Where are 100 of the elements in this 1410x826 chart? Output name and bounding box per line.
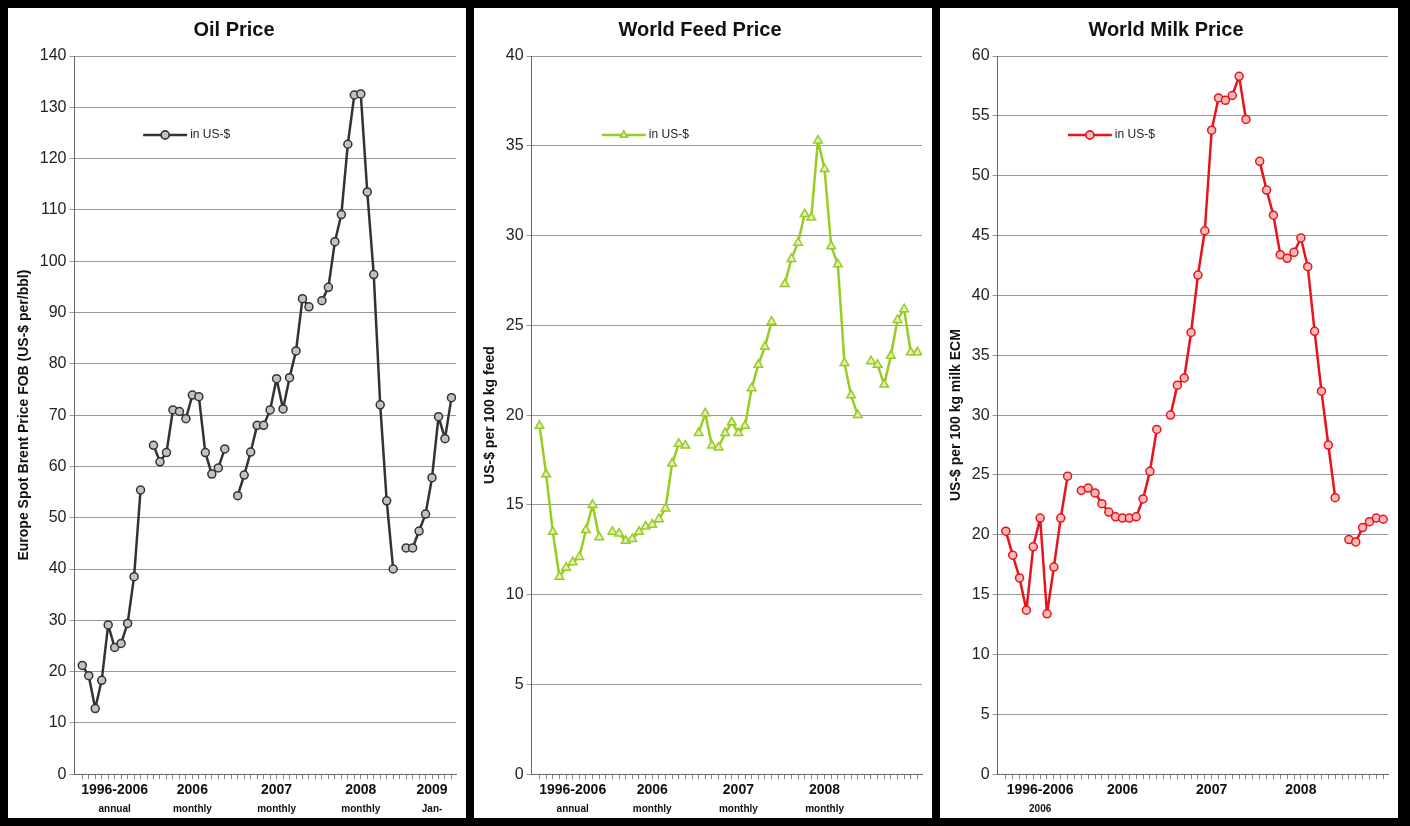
point xyxy=(1220,95,1231,106)
point xyxy=(799,208,810,218)
x-tick-label: 2006 xyxy=(636,781,669,798)
point xyxy=(427,472,437,483)
point xyxy=(547,526,558,536)
y-tick-label: 80 xyxy=(48,354,67,372)
point xyxy=(614,527,625,537)
y-tick-label: 35 xyxy=(505,136,524,154)
legend-label: in US-$ xyxy=(648,127,690,142)
point xyxy=(265,405,275,415)
point xyxy=(574,551,585,561)
x-tick-label: 2007 xyxy=(261,781,293,798)
point xyxy=(1042,609,1052,619)
point xyxy=(317,295,327,306)
point xyxy=(1083,483,1093,493)
point xyxy=(1254,156,1265,167)
point xyxy=(1316,386,1327,396)
point xyxy=(554,570,565,580)
x-tick-label: 1996-2006 xyxy=(81,781,149,798)
point xyxy=(1138,494,1148,504)
x-tick-label: 2008 xyxy=(808,781,841,798)
point xyxy=(1302,261,1313,272)
point xyxy=(258,420,269,431)
point xyxy=(1179,373,1189,383)
text: monthly xyxy=(718,802,759,814)
point xyxy=(766,315,777,325)
y-tick-label: 40 xyxy=(505,46,524,64)
point xyxy=(1062,471,1073,481)
point xyxy=(297,293,308,304)
point xyxy=(832,258,843,268)
x-tick-label: 1996-2006 xyxy=(1006,781,1074,798)
point xyxy=(660,502,671,512)
point xyxy=(213,463,224,473)
point xyxy=(181,413,191,424)
point xyxy=(1131,512,1141,522)
point xyxy=(885,350,896,360)
point xyxy=(733,427,744,437)
y-tick-label: 0 xyxy=(514,764,524,782)
point xyxy=(1323,440,1334,450)
point xyxy=(109,642,120,653)
point xyxy=(433,411,444,422)
point xyxy=(1309,326,1320,337)
y-tick-label: 45 xyxy=(971,225,990,243)
point xyxy=(278,404,288,414)
point xyxy=(1007,550,1018,560)
point xyxy=(912,346,922,356)
point xyxy=(174,406,185,417)
point xyxy=(77,660,88,671)
point xyxy=(1296,233,1306,243)
y-tick-label: 50 xyxy=(48,508,67,526)
point xyxy=(1330,492,1340,503)
point xyxy=(330,236,340,247)
point xyxy=(1193,270,1203,280)
y-tick-label: 140 xyxy=(39,46,67,64)
point xyxy=(362,187,373,197)
point xyxy=(680,439,691,449)
x-tick-label: 1996-2006 xyxy=(539,781,607,798)
point xyxy=(819,163,830,173)
point xyxy=(1206,125,1217,135)
y-tick-label: 5 xyxy=(980,704,990,722)
y-tick-label: 100 xyxy=(39,251,67,269)
point xyxy=(879,378,890,388)
x-tick-label: 2006 xyxy=(1106,781,1139,798)
point xyxy=(1104,507,1114,517)
y-tick-label: 0 xyxy=(980,764,990,782)
text: 2006 xyxy=(1029,802,1052,814)
point xyxy=(700,407,711,417)
point xyxy=(826,240,837,250)
point xyxy=(567,556,578,566)
point xyxy=(407,543,418,553)
point xyxy=(713,441,724,451)
point xyxy=(792,236,804,246)
point xyxy=(116,638,126,649)
y-axis-title: US-$ per 100 kg milk ECM xyxy=(947,329,964,502)
y-tick-label: 30 xyxy=(971,405,990,423)
point xyxy=(135,485,146,495)
point xyxy=(200,447,211,458)
point xyxy=(1357,522,1368,533)
y-tick-label: 20 xyxy=(971,525,990,543)
point xyxy=(84,670,94,681)
y-tick-label: 20 xyxy=(505,405,524,423)
point xyxy=(446,392,456,403)
point xyxy=(812,134,824,144)
point xyxy=(375,400,385,410)
point xyxy=(232,490,243,501)
point xyxy=(872,359,883,369)
legend-label: in US-$ xyxy=(1114,127,1156,142)
point xyxy=(414,526,424,536)
point xyxy=(541,468,552,478)
point xyxy=(1378,514,1388,524)
text: monthly xyxy=(805,802,845,814)
point xyxy=(207,469,217,479)
y-tick-label: 60 xyxy=(48,456,67,474)
point xyxy=(323,282,334,293)
y-tick-label: 15 xyxy=(971,585,990,603)
x-tick-label: 2007 xyxy=(1196,781,1228,798)
text: monthly xyxy=(172,802,213,814)
x-tick-label: 2006 xyxy=(176,781,209,798)
point xyxy=(633,526,645,536)
y-axis-title: Europe Spot Brent Price FOB (US-$ per/bbl) xyxy=(15,269,32,561)
